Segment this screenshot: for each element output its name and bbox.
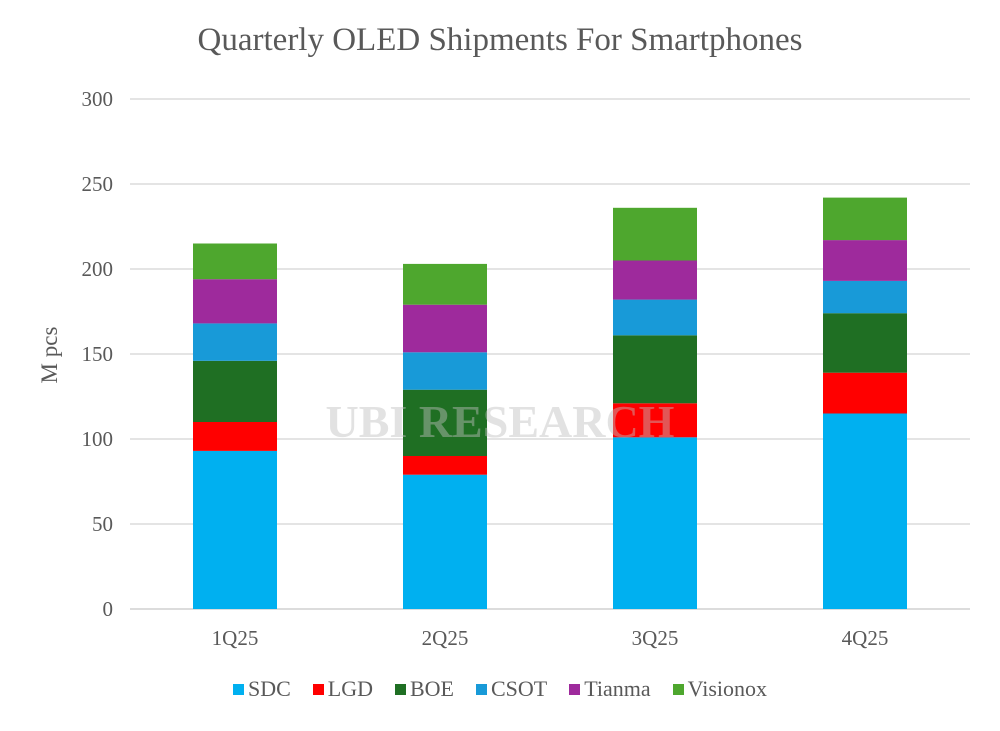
legend: SDC LGD BOE CSOT Tianma Visionox: [0, 676, 1000, 702]
bar-segment-boe-3q25: [613, 335, 697, 404]
bar-segment-lgd-1q25: [193, 422, 277, 451]
bar-segment-lgd-4q25: [823, 372, 907, 414]
legend-item-csot: CSOT: [475, 676, 548, 702]
bar-segment-tianma-2q25: [403, 304, 487, 353]
bar-segment-visionox-1q25: [193, 243, 277, 280]
bar-segment-tianma-4q25: [823, 240, 907, 281]
bar-segment-lgd-3q25: [613, 403, 697, 438]
legend-swatch: [475, 683, 487, 695]
bar-segment-csot-3q25: [613, 299, 697, 336]
y-tick-label: 200: [82, 257, 114, 281]
y-tick-label: 100: [82, 427, 114, 451]
bar-segment-sdc-3q25: [613, 437, 697, 609]
legend-label: BOE: [409, 676, 454, 701]
y-tick-label: 150: [82, 342, 114, 366]
legend-swatch: [672, 683, 684, 695]
bar-segment-visionox-3q25: [613, 207, 697, 261]
bar-segment-csot-4q25: [823, 280, 907, 314]
legend-item-visionox: Visionox: [672, 676, 768, 702]
bar-segment-csot-2q25: [403, 352, 487, 390]
bar-segment-sdc-4q25: [823, 413, 907, 609]
legend-item-lgd: LGD: [312, 676, 373, 702]
bar-segment-tianma-3q25: [613, 260, 697, 300]
legend-label: LGD: [327, 676, 373, 701]
legend-swatch: [569, 683, 581, 695]
legend-label: Tianma: [584, 676, 651, 701]
bar-segment-lgd-2q25: [403, 456, 487, 475]
legend-item-tianma: Tianma: [569, 676, 651, 702]
legend-item-sdc: SDC: [232, 676, 291, 702]
bar-segment-boe-1q25: [193, 360, 277, 422]
bar-segment-boe-2q25: [403, 389, 487, 456]
x-tick-label: 2Q25: [422, 626, 469, 650]
y-tick-label: 0: [103, 597, 114, 621]
x-tick-label: 3Q25: [632, 626, 679, 650]
legend-swatch: [394, 683, 406, 695]
bar-segment-sdc-1q25: [193, 450, 277, 609]
legend-item-boe: BOE: [394, 676, 454, 702]
legend-label: Visionox: [687, 676, 768, 701]
y-tick-label: 250: [82, 172, 114, 196]
legend-swatch: [312, 683, 324, 695]
chart-title: Quarterly OLED Shipments For Smartphones: [197, 22, 803, 58]
bar-segment-tianma-1q25: [193, 279, 277, 324]
y-axis-label: M pcs: [37, 327, 62, 384]
watermark-logo: UBI RESEARCH: [326, 396, 675, 447]
bar-segment-visionox-2q25: [403, 263, 487, 305]
x-tick-label: 4Q25: [842, 626, 889, 650]
x-tick-label: 1Q25: [212, 626, 259, 650]
legend-label: SDC: [247, 676, 291, 701]
legend-label: CSOT: [490, 676, 548, 701]
y-tick-label: 50: [92, 512, 113, 536]
legend-swatch: [232, 683, 244, 695]
bar-segment-visionox-4q25: [823, 197, 907, 241]
bar-segment-boe-4q25: [823, 313, 907, 373]
bar-segment-sdc-2q25: [403, 474, 487, 609]
bar-segment-csot-1q25: [193, 323, 277, 361]
y-tick-label: 300: [82, 87, 114, 111]
